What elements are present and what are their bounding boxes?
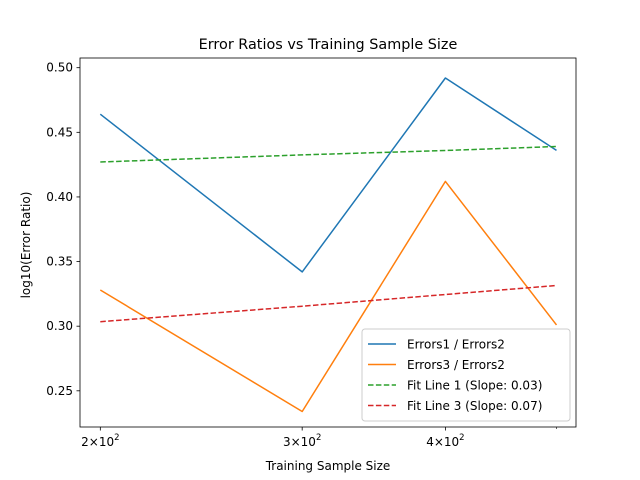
x-tick-label: 4×102: [426, 433, 464, 449]
y-tick-label: 0.50: [46, 61, 73, 75]
y-tick-label: 0.30: [46, 319, 73, 333]
x-axis-label: Training Sample Size: [265, 459, 391, 473]
y-tick-label: 0.25: [46, 384, 73, 398]
legend-box: [361, 328, 571, 422]
x-tick-label: 3×102: [283, 433, 321, 449]
series-line-3: [100, 145, 557, 163]
legend-label-4: Fit Line 3 (Slope: 0.07): [407, 399, 542, 413]
y-tick-label: 0.35: [46, 255, 73, 269]
plot-area: 0.25 0.30 0.35 0.40 0.45 0.50 2×102 3×102 4×102: [46, 57, 577, 449]
axes-frame: [79, 57, 577, 428]
y-axis-label: log10(Error Ratio): [19, 192, 33, 299]
legend-label-1: Errors1 / Errors2: [407, 338, 505, 352]
legend-label-3: Fit Line 1 (Slope: 0.03): [407, 379, 542, 393]
y-tick-label: 0.40: [46, 190, 73, 204]
series-line-2: [99, 180, 558, 413]
chart-title: Error Ratios vs Training Sample Size: [199, 37, 458, 53]
series-line-1: [99, 77, 557, 273]
legend-label-2: Errors3 / Errors2: [407, 358, 505, 372]
legend: Errors1 / Errors2 Errors3 / Errors2 Fit Li…: [361, 328, 571, 422]
x-tick-label: 2×102: [81, 433, 119, 449]
y-tick-label: 0.45: [46, 125, 73, 139]
